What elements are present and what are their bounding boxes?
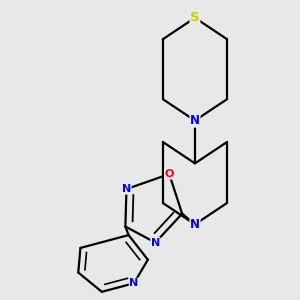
Text: N: N	[190, 114, 200, 127]
Text: N: N	[122, 184, 131, 194]
Text: N: N	[129, 278, 139, 288]
Text: S: S	[190, 11, 200, 24]
Text: N: N	[151, 238, 160, 248]
Text: O: O	[165, 169, 174, 179]
Text: N: N	[190, 218, 200, 231]
